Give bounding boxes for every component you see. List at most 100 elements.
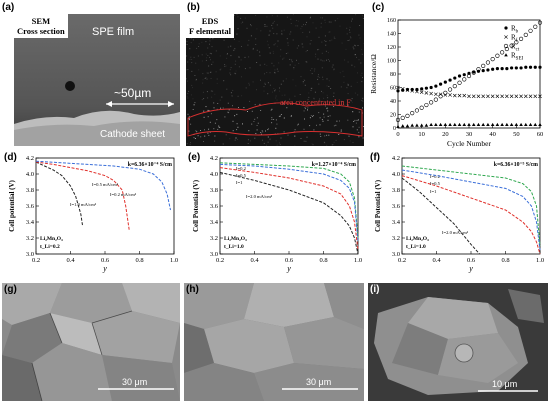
eds-noise-dot (209, 52, 211, 54)
eds-noise-dot (298, 45, 300, 47)
eds-noise-dot (274, 72, 276, 74)
eds-noise-dot (225, 65, 227, 67)
eds-noise-dot (317, 76, 319, 78)
eds-noise-dot (326, 134, 328, 136)
eds-noise-dot (356, 129, 358, 131)
eds-noise-dot (291, 61, 293, 63)
series-label: I=0.5 (236, 173, 247, 178)
eds-noise-dot (329, 115, 331, 117)
eds-noise-dot (209, 43, 210, 45)
y-tick-label: 40 (390, 99, 396, 105)
eds-noise-dot (310, 16, 311, 18)
eds-noise-dot (271, 108, 273, 110)
series-label: I=0.2 (236, 166, 247, 171)
data-point-rb (443, 80, 447, 84)
eds-noise-dot (357, 72, 358, 74)
eds-noise-dot (330, 88, 332, 89)
eds-noise-dot (269, 72, 271, 74)
eds-noise-dot (345, 48, 347, 50)
eds-noise-dot (280, 137, 282, 139)
eds-noise-dot (198, 69, 200, 71)
eds-noise-dot (259, 103, 261, 105)
eds-noise-dot (237, 95, 239, 97)
eds-noise-dot (255, 15, 257, 16)
eds-noise-dot (318, 83, 320, 85)
eds-noise-dot (311, 68, 313, 70)
y-tick-label: 3.6 (210, 203, 219, 210)
eds-noise-dot (215, 71, 217, 73)
eds-noise-dot (221, 96, 223, 98)
eds-noise-dot (362, 18, 364, 19)
eds-noise-dot (191, 70, 193, 72)
eds-noise-dot (268, 34, 270, 36)
eds-noise-dot (248, 130, 250, 132)
eds-noise-dot (287, 134, 289, 136)
eds-noise-dot (248, 56, 250, 58)
eds-noise-dot (275, 97, 277, 99)
series-label: I=1.0 mA/cm² (70, 202, 97, 207)
eds-noise-dot (361, 72, 363, 74)
eds-noise-dot (248, 39, 250, 41)
eds-noise-dot (206, 72, 208, 74)
series-line (401, 169, 541, 251)
eds-noise-dot (207, 97, 209, 99)
eds-noise-dot (191, 94, 192, 96)
data-point-rb (420, 87, 424, 91)
x-tick-label: 0 (396, 131, 399, 138)
data-point-rsei (505, 122, 509, 127)
eds-noise-dot (347, 119, 349, 121)
eds-noise-dot (186, 143, 188, 145)
eds-noise-dot (241, 46, 242, 47)
eds-noise-dot (319, 117, 321, 119)
eds-noise-dot (274, 43, 276, 45)
data-point-rct (400, 115, 405, 120)
x-axis-label: Cycle Number (447, 139, 491, 148)
eds-noise-dot (284, 94, 286, 96)
eds-noise-dot (304, 108, 306, 110)
eds-noise-dot (235, 60, 237, 62)
legend-marker (503, 43, 509, 49)
data-point-rsei (467, 122, 471, 127)
eds-noise-dot (210, 90, 212, 92)
data-point-rb (495, 67, 499, 71)
eds-noise-dot (259, 64, 261, 66)
data-point-rb (429, 85, 433, 90)
eds-noise-dot (264, 63, 266, 65)
eds-noise-dot (294, 95, 296, 97)
eds-noise-dot (276, 99, 278, 101)
eds-noise-dot (202, 82, 204, 84)
eds-noise-dot (353, 121, 355, 122)
eds-noise-dot (226, 57, 228, 59)
eds-noise-dot (313, 70, 315, 72)
eds-noise-dot (326, 78, 328, 80)
eds-noise-dot (283, 117, 285, 119)
eds-noise-dot (352, 142, 354, 143)
eds-noise-dot (358, 59, 360, 61)
eds-noise-dot (227, 46, 229, 48)
eds-noise-dot (339, 72, 341, 74)
data-point-rct (518, 36, 524, 42)
eds-noise-dot (212, 38, 214, 40)
y-tick-label: 100 (387, 59, 396, 65)
legend-label: Rb (511, 25, 519, 35)
legend-marker (504, 53, 508, 57)
eds-noise-dot (359, 37, 361, 39)
eds-noise-dot (362, 137, 364, 139)
eds-noise-dot (247, 143, 249, 144)
eds-noise-dot (322, 101, 324, 103)
data-point-rsei (438, 122, 443, 127)
eds-noise-dot (206, 78, 208, 80)
eds-noise-dot (290, 23, 292, 24)
eds-noise-dot (198, 43, 200, 45)
data-point-rsei (400, 124, 405, 128)
data-point-rct (481, 63, 486, 69)
eds-noise-dot (211, 53, 212, 55)
data-point-rsei (495, 122, 500, 127)
legend-label: Rct (511, 43, 520, 53)
eds-noise-dot (246, 27, 248, 29)
data-point-rct (471, 70, 476, 75)
y-tick-label: 3.2 (392, 235, 400, 242)
eds-noise-dot (231, 95, 233, 97)
eds-noise-dot (287, 42, 289, 44)
eds-noise-dot (323, 60, 325, 62)
